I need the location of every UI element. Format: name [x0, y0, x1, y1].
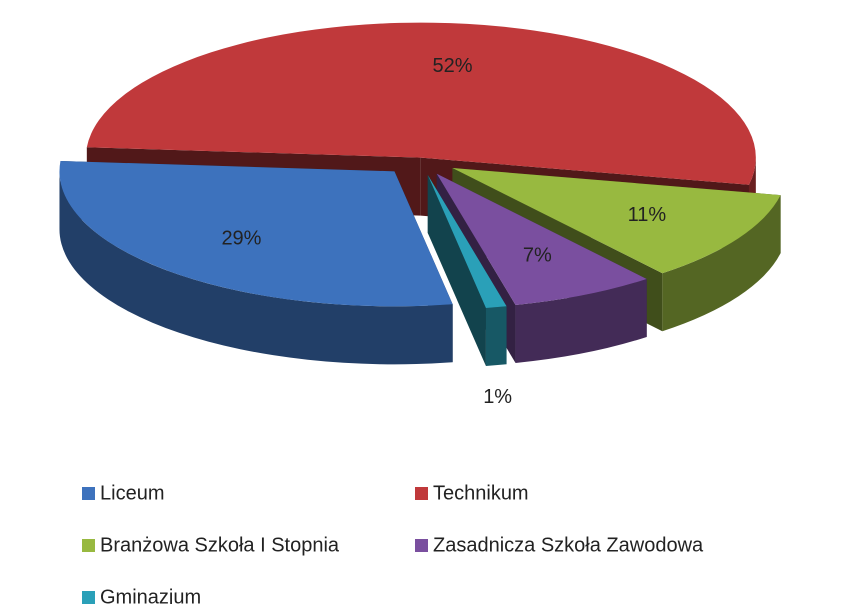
slice	[86, 22, 756, 185]
slice-wall	[427, 174, 486, 366]
slice	[452, 167, 781, 274]
slice	[436, 173, 647, 305]
data-label: 29%	[221, 228, 261, 250]
slice-side	[485, 306, 507, 366]
data-label: 11%	[628, 204, 667, 226]
slice-side	[59, 171, 453, 365]
slice	[427, 174, 507, 308]
legend-swatch	[415, 487, 428, 500]
data-label: 7%	[523, 244, 552, 266]
slice-side	[662, 195, 781, 332]
legend-label: Technikum	[433, 482, 529, 504]
legend-label: Branżowa Szkoła I Stopnia	[100, 534, 340, 556]
legend-label: Gminazjum	[100, 586, 201, 604]
legend-label: Liceum	[100, 482, 164, 504]
data-label: 52%	[433, 55, 473, 77]
legend-swatch	[82, 539, 95, 552]
slice-side	[515, 278, 647, 363]
slice	[59, 160, 453, 307]
legend-swatch	[82, 591, 95, 604]
data-label: 1%	[483, 386, 512, 408]
legend-label: Zasadnicza Szkoła Zawodowa	[433, 534, 704, 556]
legend-swatch	[82, 487, 95, 500]
legend-swatch	[415, 539, 428, 552]
